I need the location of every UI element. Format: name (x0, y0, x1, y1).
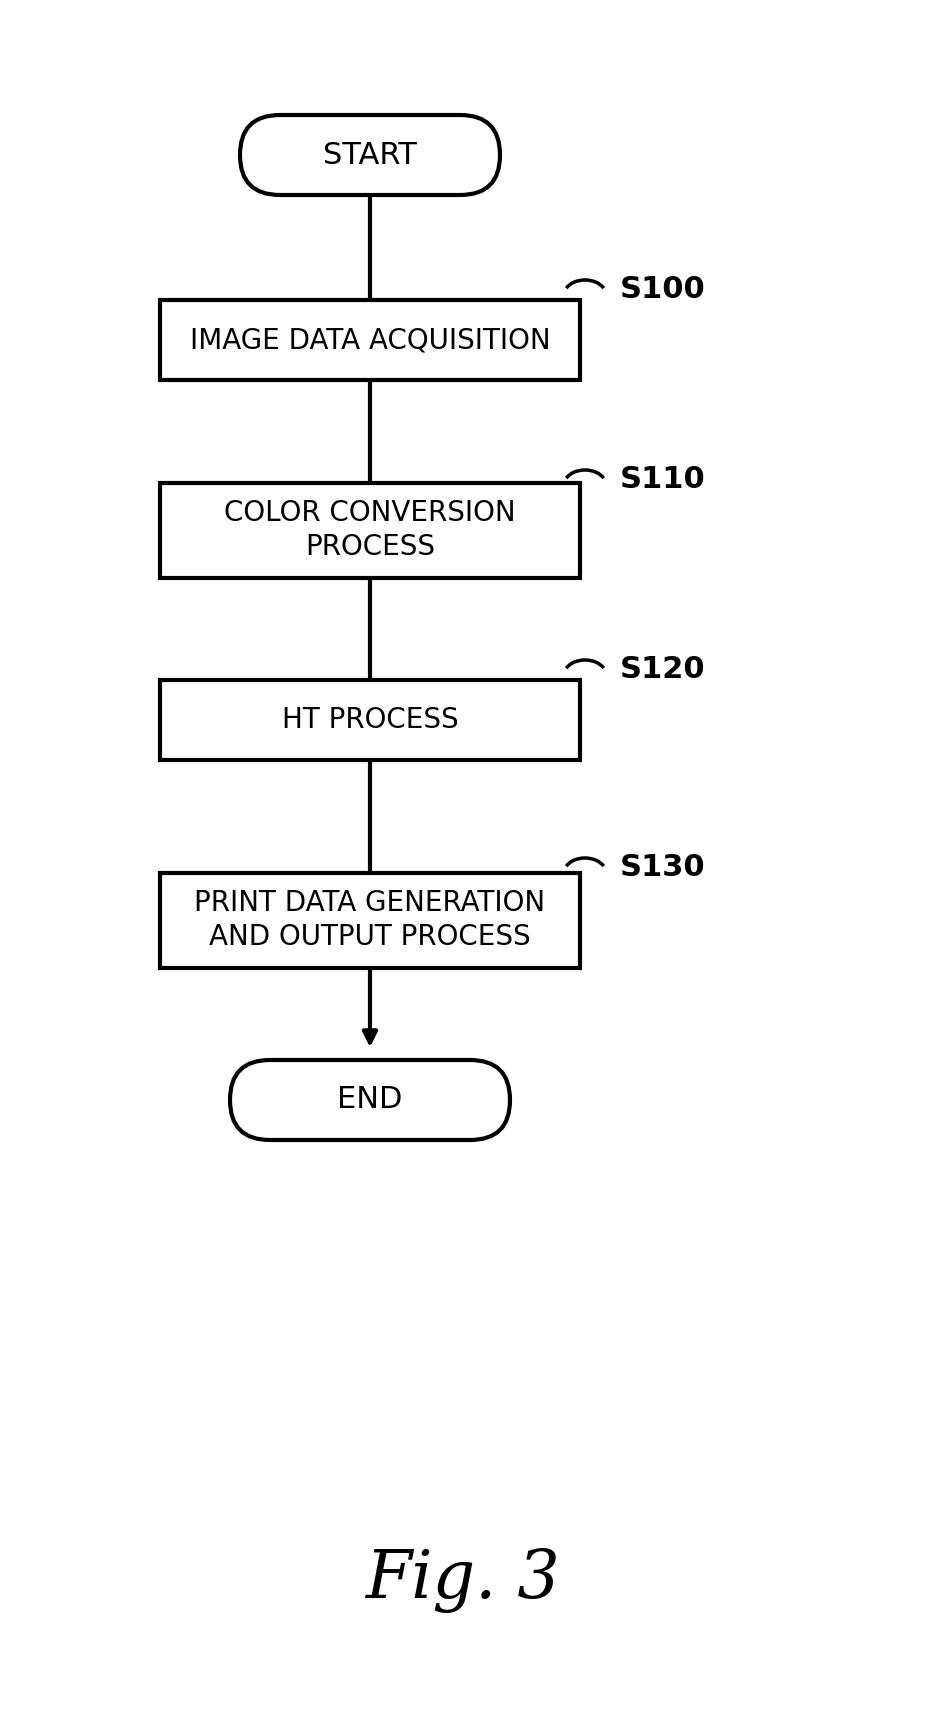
Text: Fig. 3: Fig. 3 (364, 1547, 560, 1612)
Bar (160, 872, 580, 967)
FancyBboxPatch shape (230, 1060, 510, 1140)
Text: END: END (338, 1085, 402, 1114)
Text: S120: S120 (620, 656, 706, 685)
Text: HT PROCESS: HT PROCESS (282, 706, 458, 734)
Text: COLOR CONVERSION
PROCESS: COLOR CONVERSION PROCESS (224, 498, 516, 561)
Text: S130: S130 (620, 853, 706, 882)
FancyBboxPatch shape (240, 114, 500, 195)
Text: START: START (323, 140, 417, 170)
Text: S100: S100 (620, 275, 706, 304)
Bar (160, 483, 580, 578)
Text: IMAGE DATA ACQUISITION: IMAGE DATA ACQUISITION (190, 325, 550, 355)
Text: PRINT DATA GENERATION
AND OUTPUT PROCESS: PRINT DATA GENERATION AND OUTPUT PROCESS (194, 889, 546, 952)
Bar (160, 299, 580, 381)
Text: S110: S110 (620, 465, 706, 495)
Bar (160, 680, 580, 759)
